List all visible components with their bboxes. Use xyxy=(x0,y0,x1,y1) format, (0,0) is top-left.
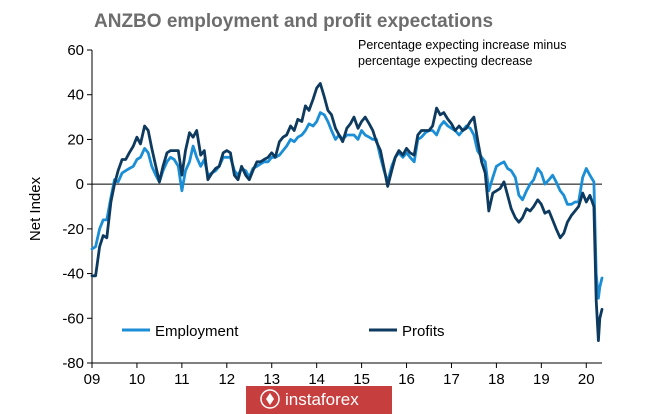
watermark-logo-icon xyxy=(260,389,280,409)
instaforex-watermark: instaforex xyxy=(246,386,392,414)
chart-subtitle-line-1: Percentage expecting increase minus xyxy=(358,38,566,52)
y-tick-label: 0 xyxy=(76,176,84,193)
x-tick-label: 16 xyxy=(398,371,415,388)
legend-label-profits: Profits xyxy=(402,323,445,340)
y-tick-label: -20 xyxy=(62,221,84,238)
y-tick-label: -40 xyxy=(62,266,84,283)
x-tick-label: 15 xyxy=(353,371,370,388)
y-tick-label: 60 xyxy=(67,42,84,59)
x-tick-label: 14 xyxy=(308,371,325,388)
legend-label-employment: Employment xyxy=(155,323,239,340)
x-tick-label: 12 xyxy=(218,371,235,388)
x-tick-label: 19 xyxy=(533,371,550,388)
legend: Employment Profits xyxy=(122,323,445,340)
y-axis-label: Net Index xyxy=(27,176,44,241)
x-tick-label: 13 xyxy=(263,371,280,388)
x-tick-label: 18 xyxy=(488,371,505,388)
x-tick-label: 17 xyxy=(443,371,460,388)
chart-subtitle-line-2: percentage expecting decrease xyxy=(358,54,532,68)
y-tick-label: -80 xyxy=(62,355,84,372)
series-lines xyxy=(90,82,604,342)
y-tick-label: 20 xyxy=(67,131,84,148)
x-tick-label: 09 xyxy=(84,371,101,388)
series-line-employment xyxy=(90,111,604,300)
x-tick-label: 10 xyxy=(129,371,146,388)
chart-title: ANZBO employment and profit expectations xyxy=(94,11,493,32)
x-tick-label: 20 xyxy=(578,371,595,388)
series-line-profits xyxy=(90,82,604,342)
watermark-text: instaforex xyxy=(285,390,359,409)
y-tick-label: -60 xyxy=(62,310,84,327)
y-tick-label: 40 xyxy=(67,87,84,104)
x-tick-label: 11 xyxy=(174,371,190,388)
